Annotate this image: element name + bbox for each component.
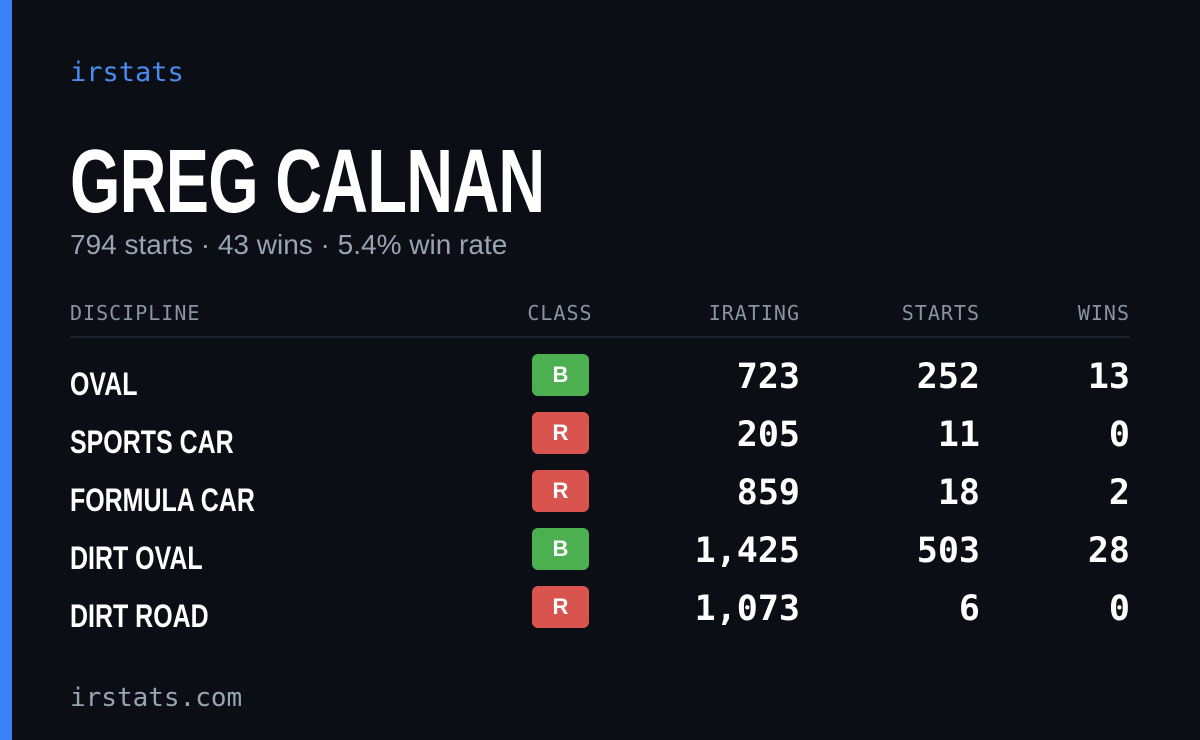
brand: irstats [70,57,184,88]
class-badge: R [532,470,589,512]
column-header: WINS [1077,301,1130,325]
discipline: SPORTS CAR [70,424,234,460]
accent-stripe [0,0,12,740]
starts-value: 6 [958,589,980,629]
column-header: DISCIPLINE [70,301,201,325]
starts-value: 11 [937,415,980,455]
class-badge: R [532,586,589,628]
discipline: FORMULA CAR [70,482,255,518]
header-divider [70,336,1130,338]
wins-value: 28 [1087,531,1130,571]
irating-value: 723 [736,357,800,397]
class-badge: B [532,528,589,570]
wins-value: 2 [1108,473,1130,513]
driver-summary: 794 starts · 43 wins · 5.4% win rate [70,229,508,260]
wins-value: 13 [1087,357,1130,397]
starts-value: 18 [937,473,980,513]
column-header: IRATING [708,301,800,325]
starts-value: 252 [916,357,980,397]
discipline: DIRT OVAL [70,540,203,576]
irating-value: 1,425 [694,531,800,571]
starts-value: 503 [916,531,980,571]
irating-value: 859 [736,473,800,513]
wins-value: 0 [1108,415,1130,455]
class-badge: B [532,354,589,396]
discipline: OVAL [70,366,138,402]
column-header: STARTS [901,301,980,325]
footer: irstats.com [70,683,243,713]
column-header: CLASS [527,301,593,325]
irating-value: 205 [736,415,800,455]
driver-name: GREG CALNAN [70,132,545,232]
class-badge: R [532,412,589,454]
irating-value: 1,073 [694,589,800,629]
wins-value: 0 [1108,589,1130,629]
discipline: DIRT ROAD [70,598,209,634]
